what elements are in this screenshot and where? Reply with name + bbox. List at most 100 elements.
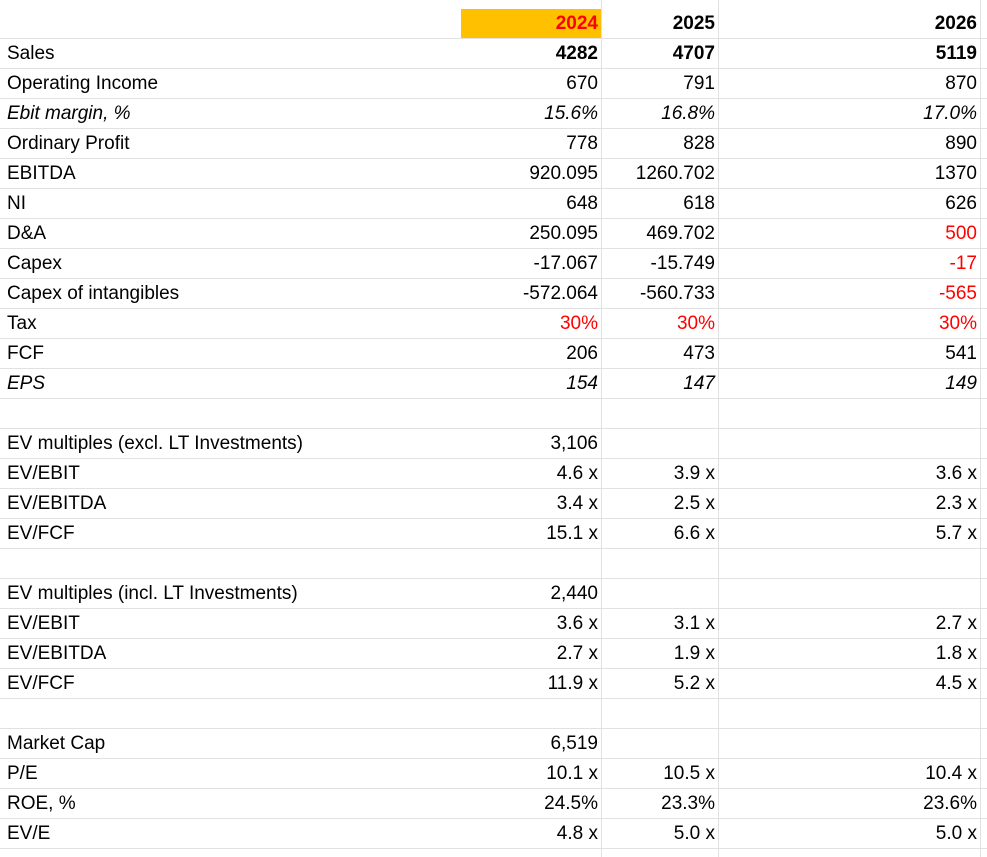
value-2025[interactable]: 4707 [672,43,715,64]
value-2024[interactable]: 30% [559,313,598,334]
row-label[interactable]: Operating Income [7,73,159,94]
value-2024[interactable]: 920.095 [529,163,598,184]
value-2025[interactable] [601,579,718,608]
value-2024[interactable]: 4282 [555,43,598,64]
value-2025[interactable]: 473 [683,343,715,364]
row-label[interactable]: Tax [7,313,37,334]
value-2025[interactable] [601,399,718,428]
value-2026[interactable]: 30% [938,313,977,334]
row-label[interactable]: EV/EBIT [7,613,80,634]
value-2026[interactable]: 10.4 x [925,763,977,784]
value-2024[interactable]: 3.4 x [556,493,598,514]
value-2024[interactable] [461,549,601,578]
row-label[interactable]: ROE, % [7,793,76,814]
header-year-2024[interactable]: 2024 [461,9,601,38]
value-2024[interactable]: 15.6% [544,103,598,124]
row-label[interactable] [0,549,461,578]
row-label[interactable]: P/E [7,763,38,784]
row-label[interactable]: D&A [7,223,47,244]
value-2025[interactable]: 3.1 x [673,613,715,634]
value-2024[interactable]: 670 [566,73,598,94]
value-2026[interactable]: 3.6 x [935,463,977,484]
value-2026[interactable] [718,399,980,428]
value-2024[interactable]: 250.095 [529,223,598,244]
value-2024[interactable] [461,699,601,728]
value-2024[interactable]: -17.067 [533,253,598,274]
value-2024[interactable] [461,399,601,428]
value-2026[interactable]: 149 [945,373,977,394]
value-2026[interactable]: 890 [945,133,977,154]
value-2025[interactable]: 2.5 x [673,493,715,514]
value-2024[interactable]: 648 [566,193,598,214]
value-2026[interactable] [718,549,980,578]
row-label[interactable]: EV/FCF [7,523,75,544]
value-2025[interactable]: 1.9 x [673,643,715,664]
row-label[interactable]: Sales [7,43,55,64]
value-2024[interactable]: 2,440 [550,583,598,604]
row-label[interactable]: EV/EBITDA [7,643,107,664]
value-2025[interactable]: 23.3% [661,793,715,814]
row-label[interactable]: EPS [7,373,46,394]
value-2025[interactable]: 791 [683,73,715,94]
value-2025[interactable]: 469.702 [646,223,715,244]
value-2026[interactable]: 5.7 x [935,523,977,544]
row-label[interactable]: Capex [7,253,62,274]
value-2025[interactable]: -15.749 [650,253,715,274]
value-2026[interactable]: 23.6% [923,793,977,814]
value-2026[interactable]: 541 [945,343,977,364]
value-2026[interactable]: 500 [945,223,977,244]
value-2025[interactable]: 6.6 x [673,523,715,544]
value-2024[interactable]: 3.6 x [556,613,598,634]
value-2026[interactable]: -565 [938,283,977,304]
value-2026[interactable]: 5.0 x [935,823,977,844]
row-label[interactable]: EV/EBIT [7,463,80,484]
row-label[interactable]: EV multiples (excl. LT Investments) [7,433,304,454]
row-label[interactable]: EBITDA [7,163,76,184]
header-year-2026[interactable]: 2026 [934,13,977,34]
value-2024[interactable]: 24.5% [544,793,598,814]
value-2025[interactable]: 1260.702 [635,163,715,184]
value-2026[interactable]: 2.3 x [935,493,977,514]
value-2024[interactable]: 154 [566,373,598,394]
row-label[interactable]: Market Cap [7,733,106,754]
value-2025[interactable]: 16.8% [661,103,715,124]
value-2024[interactable]: 15.1 x [546,523,598,544]
row-label[interactable]: FCF [7,343,44,364]
row-label[interactable]: EV/EBITDA [7,493,107,514]
value-2025[interactable] [601,729,718,758]
value-2025[interactable] [601,549,718,578]
value-2024[interactable]: 4.6 x [556,463,598,484]
header-year-2025[interactable]: 2025 [672,13,715,34]
value-2026[interactable] [718,429,980,458]
value-2026[interactable]: 1370 [934,163,977,184]
row-label[interactable] [0,399,461,428]
value-2025[interactable] [601,429,718,458]
value-2026[interactable]: 17.0% [923,103,977,124]
value-2025[interactable]: 147 [683,373,715,394]
value-2025[interactable]: 10.5 x [663,763,715,784]
row-label[interactable]: Ordinary Profit [7,133,130,154]
value-2026[interactable] [718,699,980,728]
value-2026[interactable]: 4.5 x [935,673,977,694]
value-2024[interactable]: 3,106 [550,433,598,454]
value-2026[interactable] [718,579,980,608]
row-label[interactable]: EV/E [7,823,51,844]
row-label[interactable]: EV/FCF [7,673,75,694]
value-2025[interactable] [601,699,718,728]
value-2026[interactable]: 5119 [935,43,977,64]
value-2024[interactable]: 2.7 x [556,643,598,664]
value-2025[interactable]: -560.733 [639,283,715,304]
value-2026[interactable]: 1.8 x [935,643,977,664]
value-2024[interactable]: 206 [566,343,598,364]
header-blank-cell[interactable] [0,9,461,38]
row-label[interactable]: Capex of intangibles [7,283,180,304]
value-2025[interactable]: 5.0 x [673,823,715,844]
value-2024[interactable]: 6,519 [550,733,598,754]
row-label[interactable]: NI [7,193,26,214]
value-2025[interactable]: 30% [676,313,715,334]
value-2024[interactable]: -572.064 [522,283,598,304]
value-2025[interactable]: 5.2 x [673,673,715,694]
value-2026[interactable]: 2.7 x [935,613,977,634]
value-2026[interactable]: -17 [949,253,977,274]
value-2024[interactable]: 4.8 x [556,823,598,844]
